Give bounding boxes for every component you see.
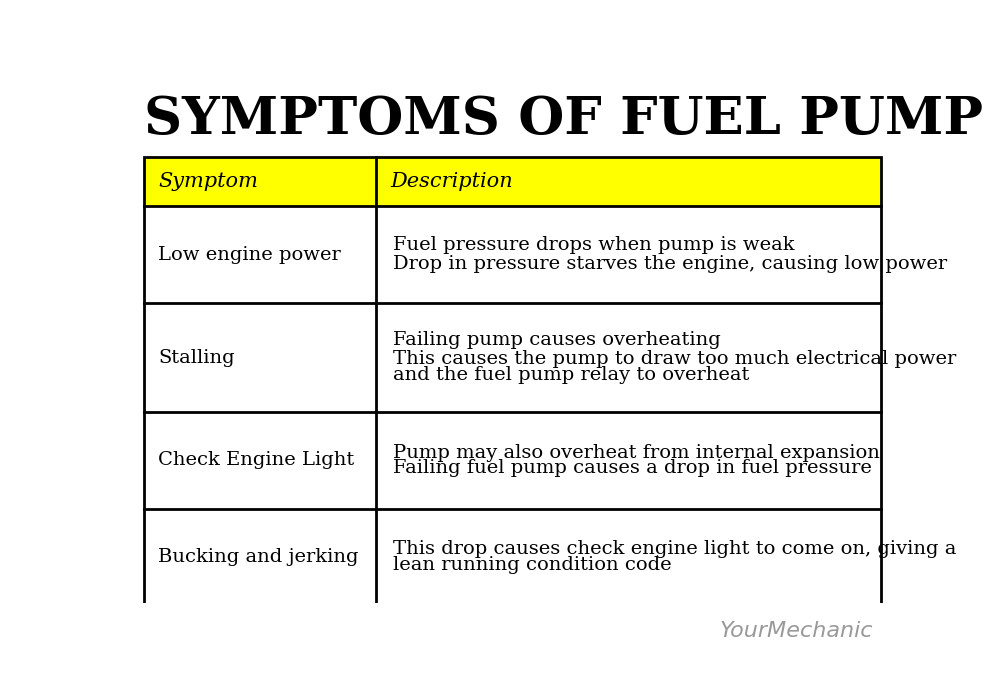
Text: SYMPTOMS OF FUEL PUMP FAILURE: SYMPTOMS OF FUEL PUMP FAILURE [144, 94, 1000, 146]
Bar [144, 157, 881, 206]
Text: Drop in pressure starves the engine, causing low power: Drop in pressure starves the engine, cau… [393, 255, 947, 273]
Text: Low engine power: Low engine power [158, 246, 341, 263]
Text: Failing pump causes overheating: Failing pump causes overheating [393, 331, 721, 349]
Text: Check Engine Light: Check Engine Light [158, 452, 355, 469]
Text: and the fuel pump relay to overheat: and the fuel pump relay to overheat [393, 366, 750, 384]
Text: lean running condition code: lean running condition code [393, 556, 672, 573]
Text: Failing fuel pump causes a drop in fuel pressure: Failing fuel pump causes a drop in fuel … [393, 459, 872, 477]
Text: Description: Description [390, 172, 513, 191]
Bar [144, 157, 881, 605]
Text: Pump may also overheat from internal expansion: Pump may also overheat from internal exp… [393, 443, 880, 462]
Text: This causes the pump to draw too much electrical power: This causes the pump to draw too much el… [393, 350, 957, 368]
Text: YourMechanic: YourMechanic [719, 621, 873, 640]
Text: Bucking and jerking: Bucking and jerking [158, 548, 359, 566]
Text: Symptom: Symptom [158, 172, 258, 191]
Text: Fuel pressure drops when pump is weak: Fuel pressure drops when pump is weak [393, 236, 795, 254]
Text: Stalling: Stalling [158, 349, 235, 366]
Text: This drop causes check engine light to come on, giving a: This drop causes check engine light to c… [393, 540, 957, 558]
